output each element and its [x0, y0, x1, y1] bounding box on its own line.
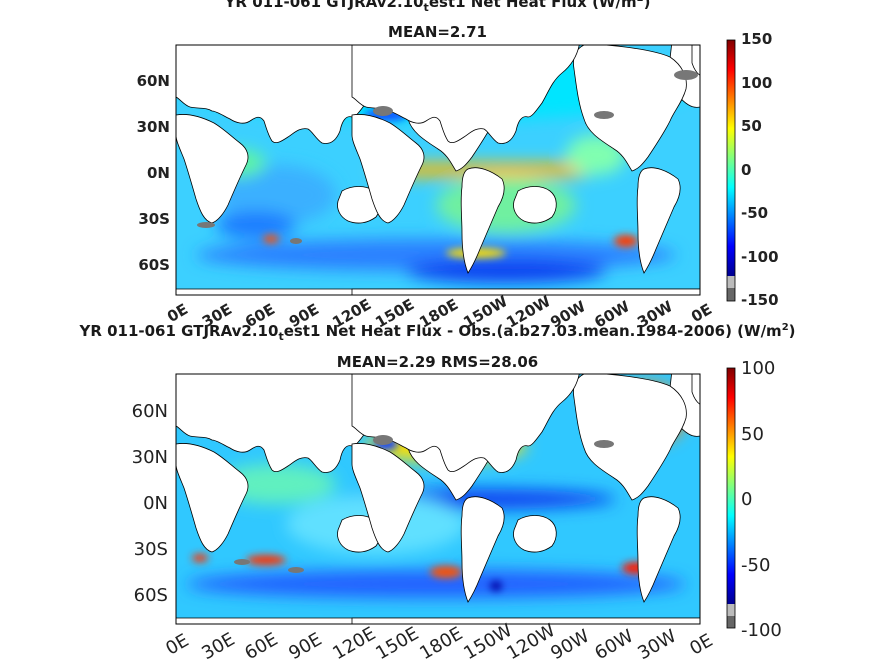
ytick-label: 30S: [133, 539, 168, 561]
panel1-subtitle: MEAN=2.71: [388, 23, 487, 41]
colorbar-tick-label: -50: [741, 554, 771, 576]
panel2-title: YR 011-061 GTJRAv2.10test1 Net Heat Flux…: [79, 322, 796, 343]
panel1-map: [175, 44, 701, 296]
colorbar-tick-label: 50: [741, 117, 762, 135]
panel1-title: YR 011-061 GTJRAv2.10test1 Net Heat Flux…: [224, 0, 651, 14]
ytick-label: 0N: [147, 164, 170, 183]
ytick-label: 30N: [136, 118, 170, 137]
colorbar-tick-label: 0: [741, 489, 753, 510]
colorbar-tick-label: 50: [741, 423, 764, 445]
ytick-label: 30N: [131, 447, 168, 469]
ytick-label: 0N: [143, 493, 168, 515]
ytick-label: 30S: [138, 210, 170, 229]
colorbar-tick-label: -100: [741, 247, 779, 266]
colorbar-tick-label: 100: [741, 358, 776, 379]
colorbar-tick-label: 100: [741, 73, 773, 92]
colorbar-tick-label: -100: [741, 620, 782, 641]
ytick-label: 60S: [133, 585, 168, 607]
panel2-subtitle: MEAN=2.29 RMS=28.06: [336, 353, 539, 371]
colorbar-tick-label: -150: [741, 291, 779, 309]
panel1-colorbar: [726, 39, 736, 302]
colorbar-tick-label: -50: [741, 204, 769, 222]
colorbar-tick-label: 150: [741, 30, 773, 48]
ytick-label: 60N: [131, 401, 168, 423]
colorbar-tick-label: 0: [741, 160, 752, 179]
ytick-label: 60N: [136, 72, 170, 91]
panel2-map: [175, 373, 701, 625]
panel2-colorbar: [726, 367, 736, 629]
ytick-label: 60S: [138, 256, 170, 275]
